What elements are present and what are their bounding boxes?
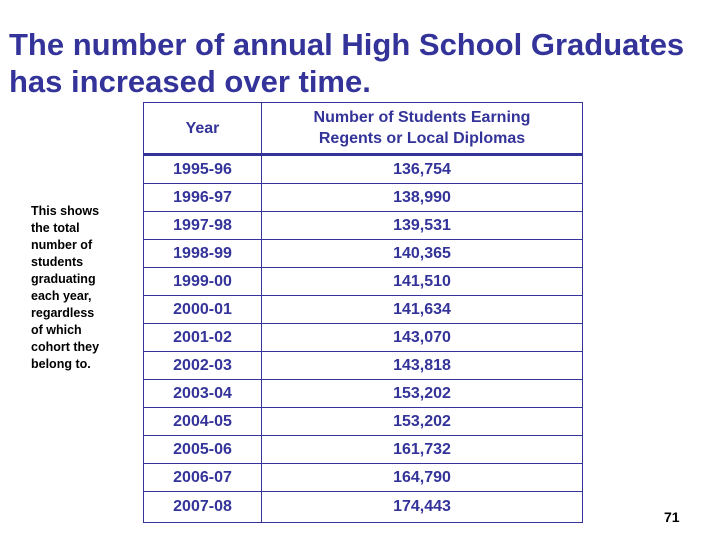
students-cell: 140,365 (261, 239, 583, 268)
year-cell: 2005-06 (143, 435, 262, 464)
year-cell: 2006-07 (143, 463, 262, 492)
table-row: 1999-00 141,510 (143, 267, 583, 296)
table-row: 1995-96 136,754 (143, 153, 583, 184)
side-note: This shows the total number of students … (31, 204, 100, 371)
table-row: 2006-07 164,790 (143, 463, 583, 492)
table-row: 2004-05 153,202 (143, 407, 583, 436)
students-cell: 153,202 (261, 379, 583, 408)
header-row: Year Number of Students Earning Regents … (143, 102, 583, 155)
table-header: Year Number of Students Earning Regents … (143, 102, 583, 155)
slide-title: The number of annual High School Graduat… (9, 26, 714, 100)
table-row: 1996-97 138,990 (143, 183, 583, 212)
students-cell: 139,531 (261, 211, 583, 240)
year-cell: 2000-01 (143, 295, 262, 324)
students-cell: 143,818 (261, 351, 583, 380)
year-cell: 1995-96 (143, 153, 262, 184)
table-body: 1995-96 136,754 1996-97 138,990 1997-98 139,5… (143, 153, 583, 523)
year-cell: 1997-98 (143, 211, 262, 240)
students-cell: 138,990 (261, 183, 583, 212)
students-cell: 164,790 (261, 463, 583, 492)
students-cell: 136,754 (261, 153, 583, 184)
students-cell: 143,070 (261, 323, 583, 352)
table-row: 1997-98 139,531 (143, 211, 583, 240)
graduates-table: Year Number of Students Earning Regents … (143, 102, 583, 523)
table-row: 2002-03 143,818 (143, 351, 583, 380)
students-cell: 141,634 (261, 295, 583, 324)
table-row: 2005-06 161,732 (143, 435, 583, 464)
slide-title-line-2: has increased over time. (9, 64, 371, 99)
year-cell: 2002-03 (143, 351, 262, 380)
year-cell: 1998-99 (143, 239, 262, 268)
table-row: 2000-01 141,634 (143, 295, 583, 324)
page-number: 71 (664, 509, 680, 525)
year-cell: 2003-04 (143, 379, 262, 408)
table-row: 1998-99 140,365 (143, 239, 583, 268)
year-cell: 1999-00 (143, 267, 262, 296)
table-row: 2007-08 174,443 (143, 491, 583, 523)
students-cell: 161,732 (261, 435, 583, 464)
year-cell: 2007-08 (143, 491, 262, 523)
year-cell: 1996-97 (143, 183, 262, 212)
header-year: Year (143, 102, 262, 155)
year-cell: 2001-02 (143, 323, 262, 352)
header-students: Number of Students Earning Regents or Lo… (261, 102, 583, 155)
table-row: 2001-02 143,070 (143, 323, 583, 352)
students-cell: 174,443 (261, 491, 583, 523)
slide-title-line-1: The number of annual High School Graduat… (9, 27, 685, 62)
students-cell: 141,510 (261, 267, 583, 296)
students-cell: 153,202 (261, 407, 583, 436)
table-row: 2003-04 153,202 (143, 379, 583, 408)
year-cell: 2004-05 (143, 407, 262, 436)
